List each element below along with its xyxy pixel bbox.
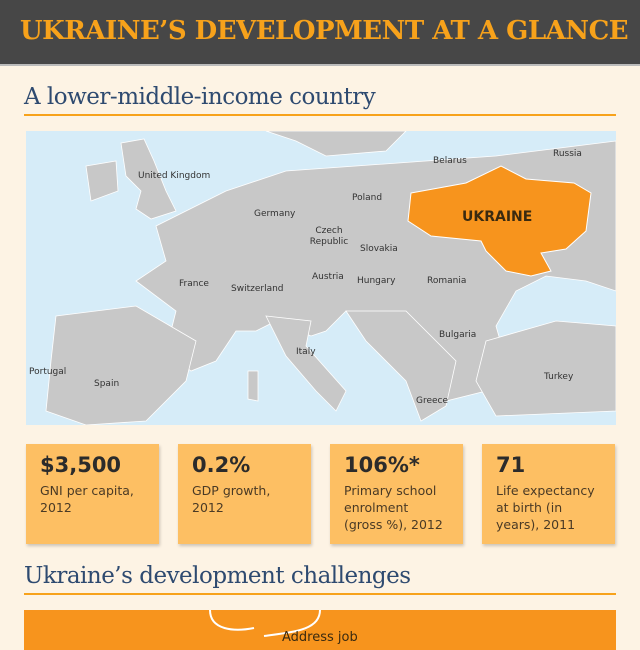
puzzle-outline [209, 610, 321, 637]
label-hungary: Hungary [357, 276, 396, 286]
label-france: France [179, 279, 209, 289]
divider [24, 593, 616, 595]
stat-value: 0.2% [192, 453, 251, 477]
section-heading-challenges: Ukraine’s development challenges [24, 563, 411, 589]
uk-shape [120, 138, 177, 220]
ukraine-shape [407, 165, 592, 277]
stat-label: GNI per capita, 2012 [40, 483, 134, 515]
stat-card-enrolment: 106%* Primary school enrolment (gross %),… [330, 444, 463, 544]
label-slovakia: Slovakia [360, 244, 398, 254]
turkey-shape [475, 320, 616, 417]
iberia-shape [45, 305, 197, 425]
europe-map: United Kingdom Belarus Russia Poland Ger… [26, 131, 616, 425]
stat-card-gdp: 0.2% GDP growth, 2012 [178, 444, 311, 544]
label-italy: Italy [296, 347, 316, 357]
stat-card-gni: $3,500 GNI per capita, 2012 [26, 444, 159, 544]
sardinia-shape [247, 370, 259, 402]
italy-shape [265, 315, 347, 412]
stat-label: Life expectancy at birth (in years), 201… [496, 483, 595, 532]
challenges-panel: Address job [24, 610, 616, 650]
label-austria: Austria [312, 272, 344, 282]
label-greece: Greece [416, 396, 449, 406]
page-title: UKRAINE’S DEVELOPMENT AT A GLANCE [20, 16, 629, 46]
stat-label: GDP growth, 2012 [192, 483, 271, 515]
label-russia: Russia [553, 149, 582, 159]
stat-card-life-expectancy: 71 Life expectancy at birth (in years), 2… [482, 444, 615, 544]
ireland-shape [85, 160, 119, 202]
title-banner: UKRAINE’S DEVELOPMENT AT A GLANCE [0, 0, 640, 66]
label-germany: Germany [254, 209, 296, 219]
stat-value: 106%* [344, 453, 420, 477]
label-uk: United Kingdom [138, 171, 211, 181]
section-heading-income: A lower-middle-income country [24, 84, 376, 110]
label-poland: Poland [352, 193, 383, 203]
scandinavia-shape [265, 131, 407, 157]
challenge-item: Address job [282, 630, 358, 645]
label-ukraine: UKRAINE [462, 209, 533, 225]
stat-label: Primary school enrolment (gross %), 2012 [344, 483, 443, 532]
label-turkey: Turkey [544, 372, 574, 382]
map-shapes [45, 131, 616, 425]
label-romania: Romania [427, 276, 467, 286]
divider [24, 114, 616, 116]
balkans-shape [345, 310, 457, 422]
label-bulgaria: Bulgaria [439, 330, 477, 340]
stat-value: $3,500 [40, 453, 122, 477]
label-belarus: Belarus [433, 156, 467, 166]
label-portugal: Portugal [29, 367, 67, 377]
label-spain: Spain [94, 379, 120, 389]
stat-value: 71 [496, 453, 526, 477]
label-switzerland: Switzerland [231, 284, 284, 294]
label-czech: Czech Republic [309, 226, 349, 247]
